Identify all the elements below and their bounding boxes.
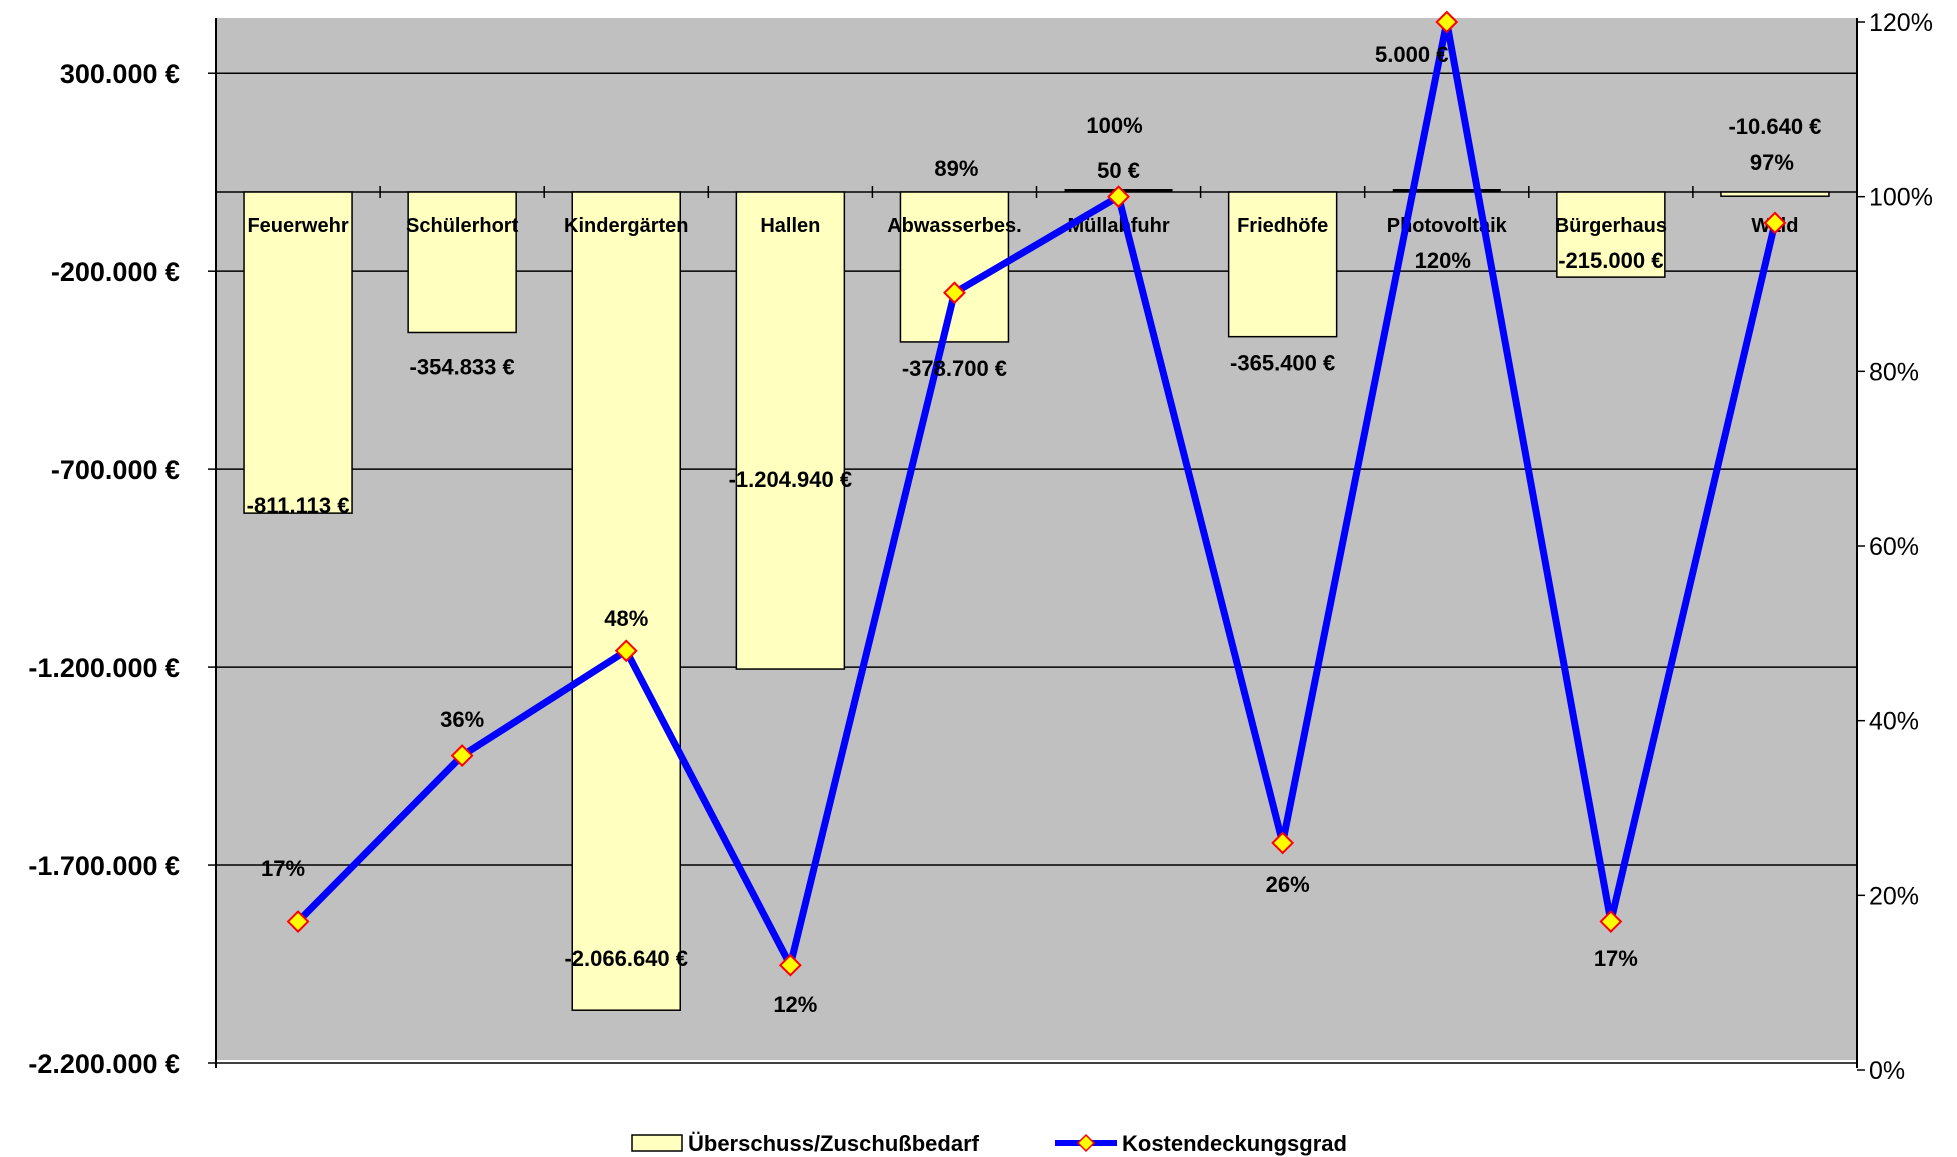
category-label: Schülerhort xyxy=(406,215,519,237)
line-data-label: 100% xyxy=(1086,113,1142,138)
kostendeckungsgrad-line xyxy=(295,18,1779,969)
right-axis-ticks: 0% 20% 40% 60% 80% 100% 120% xyxy=(1857,9,1933,1085)
bar-5 xyxy=(899,191,1010,343)
bar-data-label: -365.400 € xyxy=(1230,351,1335,376)
bar-9 xyxy=(1556,191,1666,278)
line-marker-3 xyxy=(614,639,638,663)
left-tick-label: -700.000 € xyxy=(51,455,180,485)
bar-10 xyxy=(1720,191,1830,197)
right-tick-label: 60% xyxy=(1869,533,1919,561)
bar-data-label: -354.833 € xyxy=(410,354,515,379)
line-data-label: 12% xyxy=(773,992,817,1017)
bar-series xyxy=(243,189,1830,1011)
category-label: Müllabfuhr xyxy=(1067,215,1169,237)
category-label: Abwasserbes. xyxy=(887,215,1022,237)
category-label: Friedhöfe xyxy=(1237,215,1328,237)
left-axis-ticks: 300.000 € -200.000 € -700.000 € -1.200.000 … xyxy=(28,59,216,1079)
left-tick-label: -1.200.000 € xyxy=(28,653,180,683)
line-data-labels: 17% 36% 48% 12% 89% 100% 26% 120% 17% 97% xyxy=(261,113,1794,1017)
legend-line-marker xyxy=(1076,1133,1096,1153)
category-label: Feuerwehr xyxy=(247,215,348,237)
right-tick-label: 80% xyxy=(1869,358,1919,386)
line-marker-1 xyxy=(286,910,310,933)
right-tick-label: 40% xyxy=(1869,708,1919,736)
right-tick-label: 100% xyxy=(1869,184,1933,212)
category-labels: Feuerwehr Schülerhort Kindergärten Hallen Ab… xyxy=(247,215,1798,237)
line-marker-8 xyxy=(1435,10,1459,34)
category-label: Kindergärten xyxy=(564,215,688,237)
bar-data-label: -10.640 € xyxy=(1728,114,1821,139)
line-marker-4 xyxy=(778,953,802,977)
left-tick-label: 300.000 € xyxy=(60,59,180,89)
legend-line-label: Kostendeckungsgrad xyxy=(1122,1131,1347,1156)
bar-data-label: 5.000 € xyxy=(1375,42,1448,67)
bar-1 xyxy=(243,191,353,514)
line-marker-7 xyxy=(1271,831,1295,855)
line-data-label: 17% xyxy=(261,856,305,881)
line-marker-6 xyxy=(1107,185,1130,209)
left-tick-label: -1.700.000 € xyxy=(28,851,180,881)
legend: Überschuss/Zuschußbedarf Kostendeckungsg… xyxy=(631,1131,1347,1156)
bar-data-label: -1.204.940 € xyxy=(729,467,853,492)
line-data-label: 97% xyxy=(1750,150,1794,175)
legend-bar-swatch xyxy=(631,1134,683,1152)
left-tick-label: -200.000 € xyxy=(51,257,180,287)
line-marker-5 xyxy=(943,281,966,305)
line-data-label: 26% xyxy=(1266,872,1310,897)
bar-data-label: -215.000 € xyxy=(1558,248,1663,273)
line-data-label: 89% xyxy=(934,156,978,181)
bar-4 xyxy=(735,191,846,670)
category-label: Bürgerhaus xyxy=(1555,215,1667,237)
axes xyxy=(215,18,1858,1068)
bar-data-label: 50 € xyxy=(1097,158,1140,183)
bar-data-label: -378.700 € xyxy=(902,356,1007,381)
right-tick-label: 0% xyxy=(1869,1057,1905,1085)
line-series xyxy=(286,10,1787,977)
category-label: Hallen xyxy=(760,215,820,237)
bar-data-labels: -811.113 € -354.833 € -2.066.640 € -1.204.9… xyxy=(247,42,1822,971)
bar-3 xyxy=(571,191,681,1011)
line-data-label: 48% xyxy=(604,606,648,631)
right-tick-label: 120% xyxy=(1869,9,1933,37)
line-data-label: 120% xyxy=(1415,248,1471,273)
bar-data-label: -2.066.640 € xyxy=(564,946,688,971)
line-data-label: 17% xyxy=(1594,946,1638,971)
right-tick-label: 20% xyxy=(1869,882,1919,910)
legend-bar-label: Überschuss/Zuschußbedarf xyxy=(688,1131,980,1156)
bar-8 xyxy=(1392,189,1501,192)
line-data-label: 36% xyxy=(440,707,484,732)
line-marker-9 xyxy=(1599,910,1623,933)
category-label: Photovoltaik xyxy=(1387,215,1508,237)
bar-2 xyxy=(407,191,517,334)
line-marker-10 xyxy=(1763,211,1787,235)
left-tick-label: -2.200.000 € xyxy=(28,1049,180,1079)
bar-7 xyxy=(1227,191,1338,338)
line-marker-2 xyxy=(450,744,474,768)
bar-data-label: -811.113 € xyxy=(247,493,350,518)
